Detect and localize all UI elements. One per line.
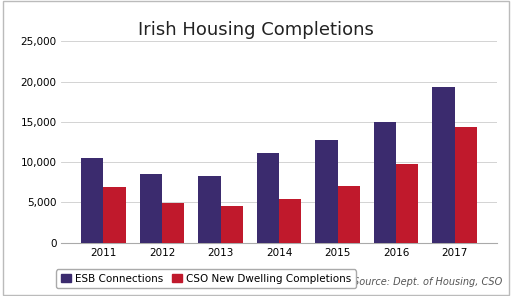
Bar — [396, 164, 418, 243]
Bar — [432, 87, 455, 243]
Bar — [337, 186, 360, 243]
Bar — [315, 140, 337, 243]
Bar — [279, 199, 301, 243]
Bar — [162, 203, 184, 243]
Bar — [103, 187, 126, 243]
Bar — [81, 158, 103, 243]
Bar — [140, 174, 162, 243]
Bar — [221, 206, 243, 243]
Text: Source: Dept. of Housing, CSO: Source: Dept. of Housing, CSO — [352, 277, 502, 287]
Bar — [198, 176, 221, 243]
Bar — [455, 127, 477, 243]
Bar — [257, 153, 279, 243]
Bar — [374, 122, 396, 243]
Legend: ESB Connections, CSO New Dwelling Completions: ESB Connections, CSO New Dwelling Comple… — [56, 269, 356, 288]
Text: Irish Housing Completions: Irish Housing Completions — [138, 21, 374, 39]
